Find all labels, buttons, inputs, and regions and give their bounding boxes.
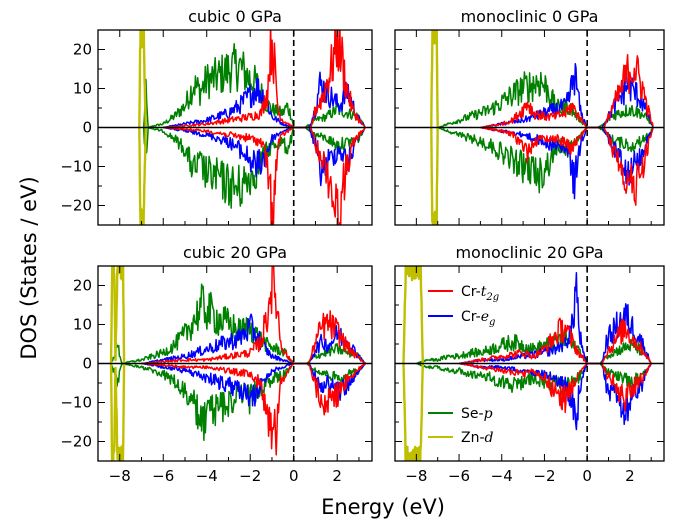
series-zn-d-up	[430, 30, 439, 128]
series-se-p-up	[142, 43, 366, 129]
y-tick-label: −20	[60, 433, 92, 451]
panel-1: cubic 0 GPa −20 −10 0 10 20	[60, 7, 373, 226]
y-tick-label: −10	[60, 394, 92, 412]
legend-entry: Zn-d	[428, 430, 494, 446]
series-cr-t2g-down	[480, 126, 654, 206]
y-axis-label: DOS (States / eV)	[17, 176, 41, 359]
series-se-p-up	[110, 283, 366, 365]
x-tick-label: −4	[196, 467, 218, 485]
series-cr-t2g-up	[141, 266, 366, 365]
series-cr-t2g-down	[141, 362, 366, 456]
x-tick-label: −6	[152, 467, 174, 485]
y-tick-label: 10	[73, 80, 92, 98]
series-cr-eg-down	[163, 126, 366, 187]
legend-entry: Cr-eg	[428, 309, 495, 328]
legend-label: Cr-t2g	[461, 284, 499, 303]
series-cr-t2g-up	[163, 30, 366, 129]
series-cr-t2g-up	[480, 53, 654, 129]
series-cr-t2g-down	[458, 362, 652, 414]
x-tick-label: −2	[533, 467, 555, 485]
x-tick-label: −6	[448, 467, 470, 485]
legend-label: Zn-d	[461, 430, 494, 446]
legend-entry: Cr-t2g	[428, 284, 499, 303]
series-se-p-down	[416, 362, 652, 397]
x-tick-label: 0	[289, 467, 299, 485]
panel-2: monoclinic 0 GPa	[394, 7, 665, 226]
x-tick-label: −2	[239, 467, 261, 485]
x-tick-label: −8	[405, 467, 427, 485]
y-tick-label: 10	[73, 316, 92, 334]
series-zn-d-down	[138, 127, 147, 225]
series-cr-t2g-down	[163, 126, 366, 225]
ticks: −8 −6 −4 −2 0 2	[394, 266, 664, 485]
y-tick-label: 0	[82, 119, 92, 137]
y-tick-label: −10	[60, 158, 92, 176]
panel-title: monoclinic 0 GPa	[461, 7, 599, 26]
plot-area	[109, 266, 366, 461]
plot-area	[402, 266, 652, 461]
series-se-p-down	[437, 126, 654, 194]
ticks	[394, 30, 664, 225]
x-tick-label: 0	[582, 467, 592, 485]
series-zn-d-up	[109, 266, 126, 364]
series-zn-d-down	[402, 363, 424, 461]
legend: Cr-t2g Cr-eg Se-p Zn-d	[428, 284, 499, 446]
series-cr-eg-down	[141, 362, 366, 407]
series-cr-t2g-up	[458, 317, 652, 365]
x-tick-label: −8	[109, 467, 131, 485]
x-tick-label: 2	[625, 467, 635, 485]
y-tick-label: 20	[73, 277, 92, 295]
x-tick-label: −4	[491, 467, 513, 485]
series-zn-d-down	[430, 127, 439, 225]
series-se-p-up	[437, 71, 654, 129]
series-zn-d-down	[109, 363, 126, 461]
panel-4: monoclinic 20 GPa −8 −6 −4 −2 0 2	[394, 243, 665, 485]
x-axis-label: Energy (eV)	[321, 495, 445, 519]
panel-title: cubic 0 GPa	[188, 7, 282, 26]
legend-entry: Se-p	[428, 406, 493, 422]
series-se-p-down	[142, 126, 366, 209]
legend-label: Cr-eg	[461, 309, 495, 328]
legend-label: Se-p	[461, 406, 493, 422]
ticks: −20 −10 0 10 20	[60, 30, 372, 225]
series-se-p-up	[416, 328, 652, 365]
y-tick-label: −20	[60, 197, 92, 215]
y-tick-label: 0	[82, 355, 92, 373]
panel-title: cubic 20 GPa	[183, 243, 287, 262]
series-zn-d-up	[402, 266, 424, 364]
x-tick-label: 2	[332, 467, 342, 485]
plot-area	[138, 30, 366, 225]
y-tick-label: 20	[73, 41, 92, 59]
panel-title: monoclinic 20 GPa	[455, 243, 603, 262]
plot-area	[430, 30, 654, 225]
series-zn-d-up	[138, 30, 147, 128]
